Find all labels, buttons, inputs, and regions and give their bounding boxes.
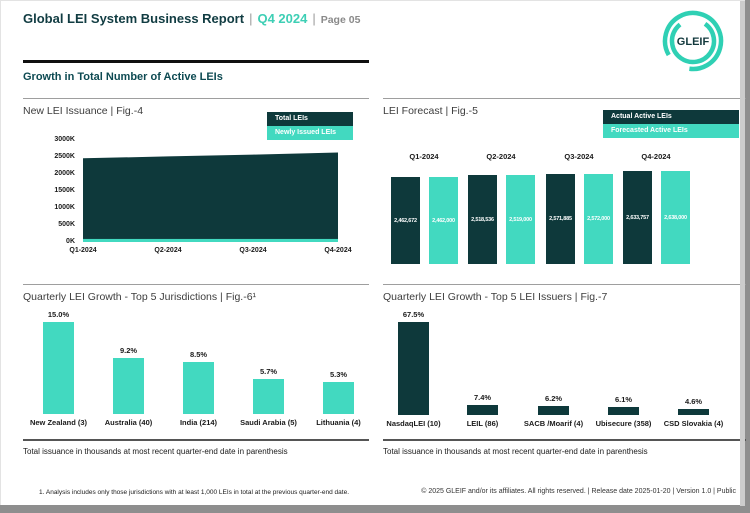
page-edge-right [740,1,745,506]
bar-sacb-moarif-4 [538,406,569,415]
footnote: 1. Analysis includes only those jurisdic… [39,489,350,496]
report-title: Global LEI System Business Report [23,11,245,26]
x-axis-label: Q2-2024 [154,247,182,254]
bar-percent-label: 5.3% [329,370,348,379]
header-separator: | [312,11,316,26]
bar-value-label: 2,518,536 [471,216,494,223]
bar-category-label: NasdaqLEI (10) [386,419,441,428]
bar-percent-label: 9.2% [119,346,138,355]
gleif-logo: GLEIF [662,10,724,72]
note-right: Total issuance in thousands at most rece… [383,447,648,456]
bar-percent-label: 5.7% [259,367,278,376]
chart-title-fig4: New LEI Issuance | Fig.-4 [23,105,144,117]
bar-actual-active-leis: 2,462,672 [391,177,420,264]
x-axis-label: Q3-2024 [564,152,594,161]
copyright-footer: © 2025 GLEIF and/or its affiliates. All … [421,488,736,495]
bar-percent-label: 4.6% [684,397,703,406]
x-axis-label: Q1-2024 [69,247,97,254]
bar-value-label: 2,462,672 [394,217,417,224]
total-leis-area [83,152,338,242]
y-axis-tick: 500K [58,221,75,228]
bar-nasdaqlei-10 [398,322,429,415]
note-divider-left [23,439,369,441]
bar-australia-40 [113,358,144,414]
bar-value-label: 2,572,000 [587,216,610,222]
bar-value-label: 2,638,000 [664,214,687,221]
header-separator: | [249,11,253,26]
logo-outer-ring [662,10,724,72]
y-axis-tick: 2000K [54,170,75,177]
note-left: Total issuance in thousands at most rece… [23,447,288,456]
bar-category-label: Saudi Arabia (5) [240,418,297,427]
x-axis-label: Q2-2024 [486,152,516,161]
header-divider [23,60,369,63]
legend-item-dark: Total LEIs [267,112,353,126]
bar-forecasted-active-leis: 2,462,000 [429,177,458,264]
bar-category-label: Ubisecure (358) [595,419,652,428]
note-divider-right [383,439,746,441]
report-period: Q4 2024 [257,11,308,26]
bar-lithuania-4 [323,382,354,414]
bar-percent-label: 6.1% [614,395,633,404]
logo-text: GLEIF [677,36,710,48]
bar-category-label: New Zealand (3) [29,418,88,427]
bar-ubisecure-358 [608,407,639,415]
y-axis-tick: 1500K [54,187,75,194]
bar-new-zealand-3 [43,322,74,414]
bar-value-label: 2,633,757 [626,214,649,221]
chart-title-fig6: Quarterly LEI Growth - Top 5 Jurisdictio… [23,291,257,303]
bar-saudi-arabia-5 [253,379,284,414]
x-axis-label: Q1-2024 [409,152,439,161]
bar-value-label: 2,519,000 [509,216,532,223]
chart-panel-new-lei-issuance: New LEI Issuance | Fig.-4 Total LEIs Newl… [23,98,369,284]
bar-category-label: CSD Slovakia (4) [663,419,724,428]
bar-actual-active-leis: 2,571,885 [546,174,575,264]
newly-issued-leis-band [83,238,338,242]
bar-forecasted-active-leis: 2,572,000 [584,174,613,264]
x-axis-label: Q4-2024 [324,247,352,254]
bar-india-214 [183,362,214,414]
chart-legend: Total LEIs Newly Issued LEIs [267,112,353,140]
chart-panel-lei-forecast: LEI Forecast | Fig.-5 Actual Active LEIs… [383,98,746,284]
y-axis-tick: 1000K [54,204,75,211]
x-axis-label: Q4-2024 [641,152,671,161]
chart-panel-top5-issuers: Quarterly LEI Growth - Top 5 LEI Issuers… [383,284,746,443]
legend-item-dark: Actual Active LEIs [603,110,739,124]
bar-actual-active-leis: 2,518,536 [468,175,497,264]
bar-percent-label: 15.0% [47,310,70,319]
section-title: Growth in Total Number of Active LEIs [23,71,223,83]
legend-item-turquoise: Forecasted Active LEIs [603,124,739,138]
page-number: Page 05 [320,14,361,26]
chart-title-fig7: Quarterly LEI Growth - Top 5 LEI Issuers… [383,291,608,303]
bar-percent-label: 8.5% [189,350,208,359]
y-axis-tick: 0K [66,238,75,245]
bar-category-label: LEIL (86) [466,419,499,428]
bar-percent-label: 67.5% [402,310,425,319]
y-axis-tick: 3000K [54,136,75,143]
chart-title-fig5: LEI Forecast | Fig.-5 [383,105,478,117]
bar-category-label: Lithuania (4) [316,418,361,427]
bar-percent-label: 7.4% [473,393,492,402]
y-axis-tick: 2500K [54,153,75,160]
bar-category-label: India (214) [179,418,218,427]
x-axis-label: Q3-2024 [239,247,267,254]
area-chart-total-leis [83,152,338,242]
bar-actual-active-leis: 2,633,757 [623,171,652,264]
chart-panel-top5-jurisdictions: Quarterly LEI Growth - Top 5 Jurisdictio… [23,284,369,443]
bar-csd-slovakia-4 [678,409,709,415]
bar-category-label: SACB /Moarif (4) [523,419,584,428]
bar-category-label: Australia (40) [104,418,153,427]
bar-percent-label: 6.2% [544,394,563,403]
legend-item-turquoise: Newly Issued LEIs [267,126,353,140]
logo-inner-ring [669,17,717,65]
report-header: Global LEI System Business Report | Q4 202… [23,11,360,26]
bar-value-label: 2,462,000 [432,217,455,224]
bar-forecasted-active-leis: 2,638,000 [661,171,690,264]
bar-value-label: 2,571,885 [549,216,572,222]
bar-leil-86 [467,405,498,415]
chart-legend: Actual Active LEIs Forecasted Active LEIs [603,110,739,138]
bar-forecasted-active-leis: 2,519,000 [506,175,535,264]
